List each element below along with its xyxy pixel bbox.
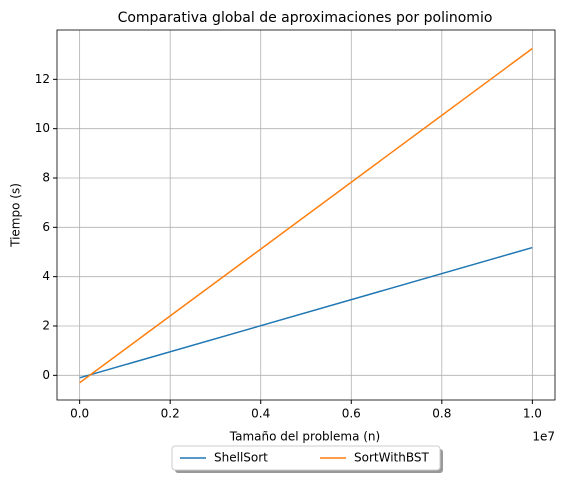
y-tick-label: 6 xyxy=(42,220,50,234)
x-tick-label: 0.2 xyxy=(161,407,180,421)
y-tick-label: 8 xyxy=(42,171,50,185)
x-tick-label: 1.0 xyxy=(523,407,542,421)
series-line xyxy=(79,246,533,379)
x-tick-label: 0.0 xyxy=(70,407,89,421)
y-tick-label: 2 xyxy=(42,319,50,333)
x-tick-label: 0.4 xyxy=(251,407,270,421)
y-tick-label: 12 xyxy=(35,72,50,86)
y-tick-label: 10 xyxy=(35,121,50,135)
x-offset-label: 1e7 xyxy=(532,430,555,444)
series-line xyxy=(79,47,533,384)
y-tick-label: 0 xyxy=(42,368,50,382)
x-axis-label: Tamaño del problema (n) xyxy=(229,430,380,444)
y-axis-label: Tiempo (s) xyxy=(9,183,23,248)
x-tick-label: 0.8 xyxy=(432,407,451,421)
legend-label: ShellSort xyxy=(214,451,268,465)
plot-frame xyxy=(56,29,556,401)
legend-label: SortWithBST xyxy=(354,451,429,465)
legend-box xyxy=(171,445,441,471)
x-tick-label: 0.6 xyxy=(342,407,361,421)
chart-title: Comparativa global de aproximaciones por… xyxy=(118,10,493,26)
y-tick-label: 4 xyxy=(42,269,50,283)
